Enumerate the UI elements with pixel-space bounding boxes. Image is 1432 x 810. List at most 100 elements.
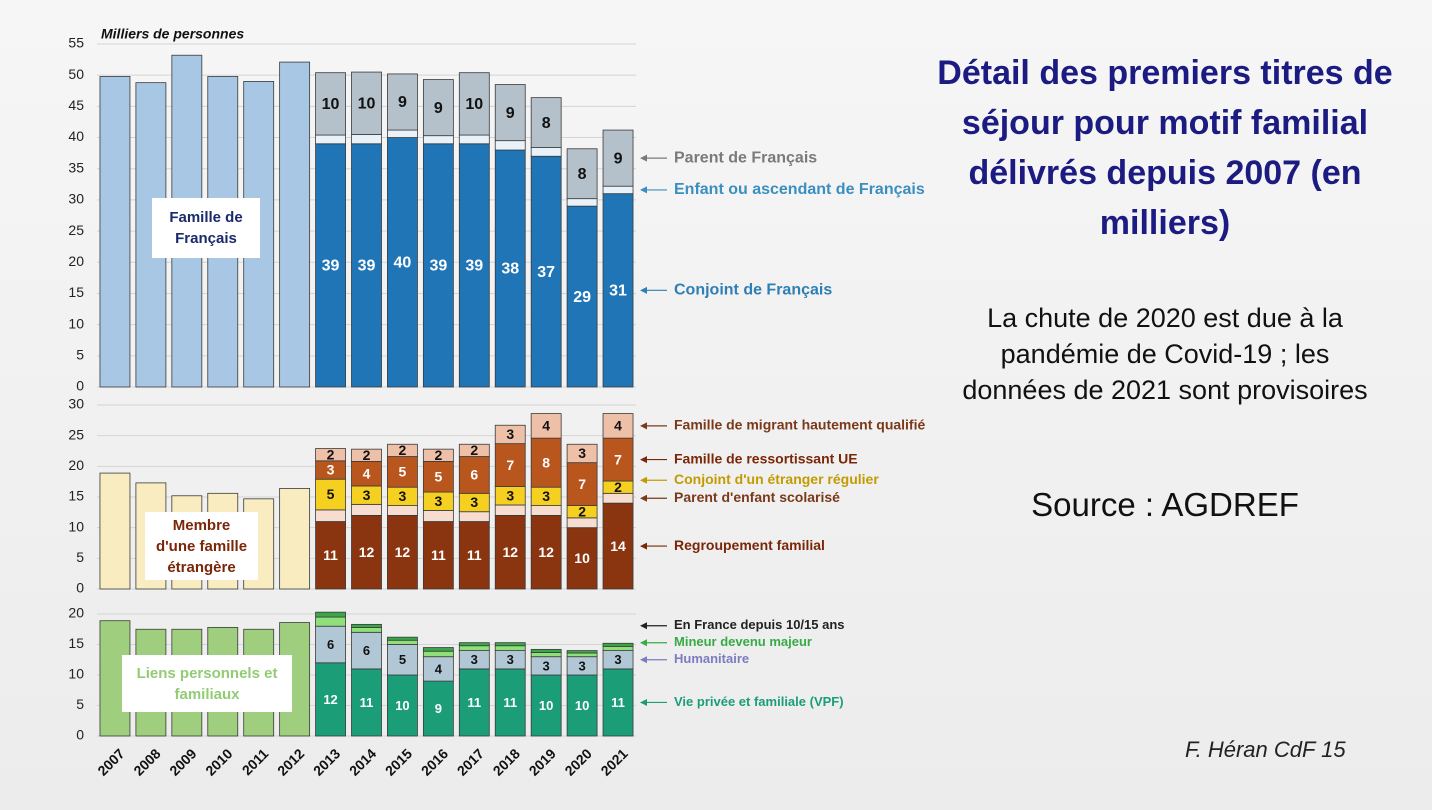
value-label: 3 xyxy=(506,487,514,503)
value-label: 12 xyxy=(502,544,518,560)
legend-label: Mineur devenu majeur xyxy=(674,634,812,649)
value-label: 5 xyxy=(327,486,335,502)
legend-arrowhead xyxy=(640,542,647,550)
legend-label: Conjoint de Français xyxy=(674,282,832,299)
bar-segment xyxy=(530,155,562,388)
series-label: Membre d'une famille étrangère xyxy=(145,512,258,580)
value-label: 39 xyxy=(322,258,340,275)
value-label: 29 xyxy=(573,289,591,306)
value-label: 31 xyxy=(609,283,627,300)
value-label: 39 xyxy=(465,258,483,275)
y-tick-label: 5 xyxy=(76,696,84,712)
bar-segment xyxy=(387,137,418,388)
value-label: 5 xyxy=(399,464,407,480)
bar-segment xyxy=(602,645,634,652)
bar-segment xyxy=(279,61,311,388)
value-label: 2 xyxy=(614,479,622,495)
value-label: 4 xyxy=(435,661,443,676)
value-label: 7 xyxy=(578,476,586,492)
value-label: 38 xyxy=(501,261,519,278)
x-tick-label: 2015 xyxy=(382,745,415,778)
x-tick-label: 2014 xyxy=(346,745,379,778)
bar-segment xyxy=(351,631,382,670)
value-label: 5 xyxy=(434,468,442,484)
bar-segment xyxy=(458,511,490,522)
legend-arrowhead xyxy=(640,186,647,194)
bar-segment xyxy=(602,642,634,647)
value-label: 11 xyxy=(503,695,517,710)
bar-segment xyxy=(566,527,598,590)
bar-segment xyxy=(602,668,634,737)
value-label: 3 xyxy=(543,658,550,673)
bar-segment xyxy=(494,645,526,651)
bar-segment xyxy=(530,505,562,516)
y-tick-label: 25 xyxy=(68,426,84,442)
bar-segment xyxy=(315,509,346,522)
bar-segment xyxy=(530,674,562,737)
value-label: 2 xyxy=(470,442,478,458)
bar-segment xyxy=(494,424,526,445)
bar-segment xyxy=(530,652,562,658)
value-label: 12 xyxy=(359,544,375,560)
value-label: 5 xyxy=(399,652,406,667)
slide-author: F. Héran CdF 15 xyxy=(1185,737,1346,762)
value-label: 11 xyxy=(611,695,625,710)
bar-segment xyxy=(458,72,490,136)
legend-arrowhead xyxy=(640,639,647,647)
bar-segment xyxy=(602,185,634,195)
legend-arrowhead xyxy=(640,494,647,502)
legend-label: Parent de Français xyxy=(674,149,817,166)
bar-segment xyxy=(458,668,490,737)
legend-label: Parent d'enfant scolarisé xyxy=(674,489,840,505)
legend-arrowhead xyxy=(640,476,647,484)
legend-arrowhead xyxy=(640,286,647,294)
y-tick-label: 20 xyxy=(68,253,84,269)
legend-arrowhead xyxy=(640,456,647,464)
value-label: 9 xyxy=(434,100,443,117)
y-tick-label: 0 xyxy=(76,378,84,394)
y-tick-label: 15 xyxy=(68,488,84,504)
bar-segment xyxy=(422,510,454,522)
value-label: 6 xyxy=(470,467,478,483)
legend-arrowhead xyxy=(640,422,647,430)
value-label: 10 xyxy=(575,698,589,713)
bar-segment xyxy=(530,97,562,148)
legend-arrowhead xyxy=(640,656,647,664)
bar-segment xyxy=(351,143,382,388)
x-tick-label: 2021 xyxy=(597,745,630,778)
slide-title: Détail des premiers titres de séjour pou… xyxy=(937,54,1393,242)
bar-segment xyxy=(494,140,526,151)
value-label: 10 xyxy=(395,698,409,713)
bar-segment xyxy=(315,478,346,511)
bar-segment xyxy=(315,448,346,462)
value-label: 10 xyxy=(465,96,483,113)
value-label: 4 xyxy=(614,418,622,434)
bar-segment xyxy=(530,515,562,590)
value-label: 9 xyxy=(506,105,515,122)
bar-segment xyxy=(566,198,598,207)
slide-note: La chute de 2020 est due à la pandémie d… xyxy=(962,303,1368,405)
value-label: 10 xyxy=(358,95,376,112)
bar-segment xyxy=(315,616,346,627)
bar-segment xyxy=(422,650,454,658)
value-label: 3 xyxy=(578,445,586,461)
value-label: 3 xyxy=(363,487,371,503)
value-label: 12 xyxy=(395,544,411,560)
bar-segment xyxy=(351,503,382,516)
value-label: 3 xyxy=(471,652,478,667)
bar-segment xyxy=(422,656,454,682)
bar-segment xyxy=(387,73,418,131)
y-tick-label: 0 xyxy=(76,580,84,596)
value-label: 3 xyxy=(434,493,442,509)
value-label: 6 xyxy=(363,643,370,658)
bar-segment xyxy=(530,437,562,488)
x-tick-label: 2011 xyxy=(239,745,272,778)
x-tick-label: 2017 xyxy=(454,745,487,778)
y-tick-label: 50 xyxy=(68,66,84,82)
value-label: 7 xyxy=(506,457,514,473)
bar-segment xyxy=(315,662,346,737)
y-tick-label: 20 xyxy=(68,605,84,621)
bar-segment xyxy=(530,648,562,653)
x-tick-label: 2018 xyxy=(490,745,523,778)
